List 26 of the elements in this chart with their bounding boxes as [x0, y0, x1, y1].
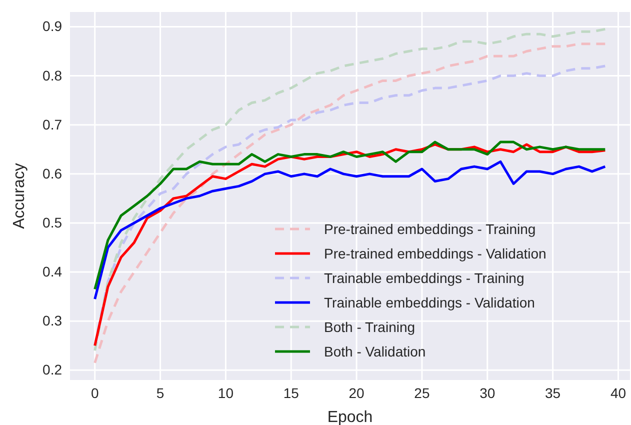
y-axis-title: Accuracy — [11, 163, 28, 229]
x-tick-label: 0 — [90, 384, 99, 401]
legend-label: Pre-trained embeddings - Training — [324, 221, 536, 237]
x-tick-label: 20 — [348, 384, 365, 401]
y-tick-label: 0.3 — [42, 312, 62, 329]
legend-label: Both - Validation — [324, 344, 426, 360]
legend-label: Pre-trained embeddings - Validation — [324, 246, 546, 262]
y-tick-label: 0.5 — [42, 214, 62, 230]
y-tick-label: 0.6 — [42, 165, 62, 182]
y-tick-label: 0.9 — [42, 18, 62, 34]
y-tick-label: 0.8 — [42, 67, 62, 84]
x-tick-label: 40 — [610, 384, 626, 401]
y-tick-label: 0.2 — [42, 362, 62, 378]
legend-label: Trainable embeddings - Validation — [324, 294, 535, 310]
y-tick-label: 0.4 — [42, 264, 62, 280]
x-axis-title: Epoch — [327, 409, 373, 425]
legend-label: Trainable embeddings - Training — [324, 270, 524, 286]
x-tick-label: 15 — [283, 384, 300, 401]
x-tick-label: 35 — [545, 384, 561, 401]
legend-label: Both - Training — [324, 319, 416, 335]
y-tick-label: 0.7 — [42, 116, 62, 132]
line-series — [94, 140, 606, 290]
x-tick-label: 30 — [480, 384, 496, 401]
x-tick-label: 5 — [156, 384, 164, 401]
x-tick-label: 10 — [218, 384, 234, 401]
x-tick-label: 25 — [414, 384, 430, 401]
